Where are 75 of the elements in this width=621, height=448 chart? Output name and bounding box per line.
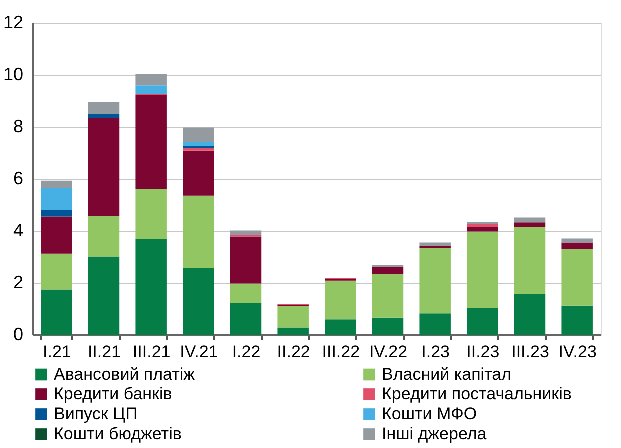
x-tick-label: III.21 [132,342,171,362]
bar [467,232,498,308]
bar [372,274,404,318]
x-tick-label: I.22 [232,342,261,362]
y-tick-label: 6 [13,168,24,188]
bar [88,256,120,335]
bar [88,102,120,115]
bar [136,74,167,86]
x-tick-label: III.23 [512,342,550,362]
bar [136,239,167,335]
bar [562,306,593,335]
bar [372,318,404,335]
bar [325,320,356,335]
x-tick-label: II.23 [466,342,500,362]
bar [230,236,262,284]
x-tick-label: I.21 [42,342,72,362]
bar [183,142,214,146]
x-tick-label: IV.22 [369,342,408,362]
x-tick-label: I.23 [422,342,450,362]
bar [562,238,593,243]
y-tick-label: 2 [13,272,24,292]
y-tick-label: 10 [3,64,24,84]
bar [420,248,451,314]
y-tick-label: 0 [13,324,24,344]
bar [183,150,214,196]
legend-label: Кошти МФО [382,404,478,424]
x-tick-label: III.22 [322,342,360,362]
bar [420,242,451,246]
bar [562,248,593,306]
bar [183,196,214,268]
y-tick-label: 8 [13,116,24,136]
bar [136,189,167,240]
bar [325,280,356,320]
x-tick-label: IV.23 [558,342,597,362]
x-tick-label: IV.21 [180,342,218,362]
bar [278,306,309,328]
bar [88,118,120,216]
bar [183,128,214,142]
legend-label: Випуск ЦП [54,404,138,424]
bar [420,314,451,335]
bar [514,218,546,223]
bar [41,188,72,210]
bar [88,114,120,118]
bar [41,180,72,188]
bar [230,284,262,304]
y-tick-label: 4 [13,220,24,240]
bar [41,254,72,290]
legend-label: Кошти бюджетів [54,424,182,444]
bar [183,268,214,335]
bar [136,95,167,190]
bar [230,230,262,236]
bar [41,216,72,254]
bar [41,210,72,217]
bar [562,242,593,249]
legend-label: Кредити постачальників [382,384,572,404]
bar [41,290,72,335]
y-tick-label: 12 [3,12,24,32]
bar [372,267,404,274]
x-tick-label: II.21 [88,342,122,362]
bar [514,294,546,335]
bar [514,222,546,228]
x-tick-label: II.22 [277,342,310,362]
bar [136,86,167,94]
legend-label: Авансовий платіж [54,364,196,384]
bar [514,227,546,294]
legend-label: Інші джерела [382,424,488,444]
bar [467,224,498,228]
bar [88,216,120,257]
bar [230,303,262,335]
bar [278,328,309,335]
legend-label: Кредити банків [54,384,172,404]
legend-label: Власний капітал [382,364,512,384]
bar [467,308,498,335]
bar [183,148,214,151]
bar [467,227,498,232]
